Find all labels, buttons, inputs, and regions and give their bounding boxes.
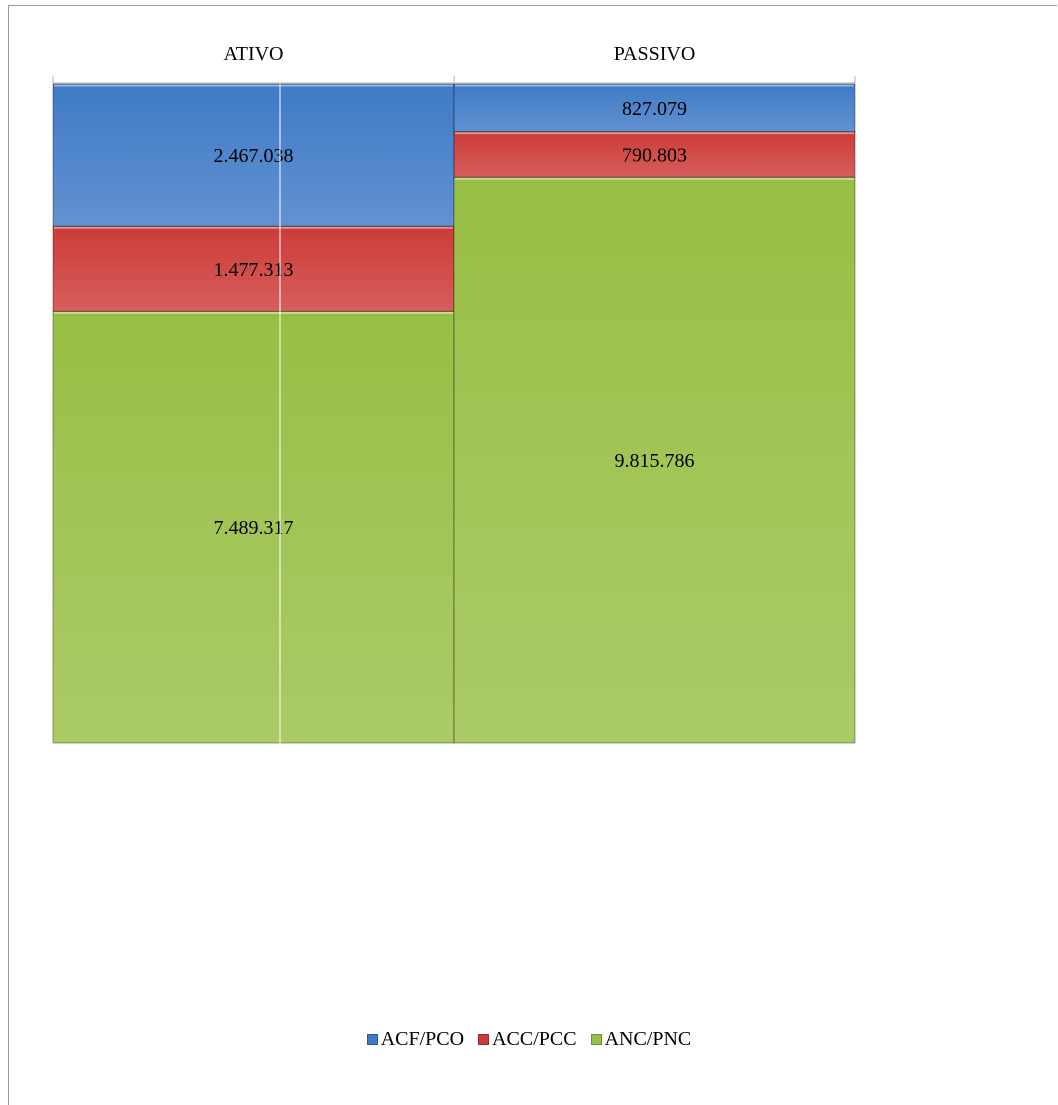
legend-label: ACF/PCO <box>380 1028 465 1050</box>
legend-swatch-blue <box>366 1034 378 1045</box>
bar-segment-ativo-anc-pnc <box>52 310 455 744</box>
legend-swatch-green <box>590 1034 602 1045</box>
bar-segment-ativo-acf-pco <box>52 83 455 227</box>
data-label-ativo-anc-pnc: 7.489.317 <box>214 517 294 539</box>
legend-item-acc-pcc: ACC/PCC <box>478 1028 577 1051</box>
legend-item-acf-pco: ACF/PCO <box>366 1028 465 1051</box>
bar-segment-passivo-acc-pcc <box>453 131 856 178</box>
stacked-bar-chart: ATIVO PASSIVO 2.467.038 827.079 1.477.31… <box>52 43 856 744</box>
category-label-passivo: PASSIVO <box>614 43 696 65</box>
category-label-ativo: ATIVO <box>224 43 284 65</box>
chart-frame <box>8 5 1057 1105</box>
data-labels-layer: 2.467.038 827.079 1.477.313 790.803 7.48… <box>214 98 695 539</box>
legend: ACF/PCO ACC/PCC ANC/PNC <box>0 1028 1058 1051</box>
bar-segment-ativo-acc-pcc <box>52 225 455 312</box>
category-axis: ATIVO PASSIVO <box>52 43 856 84</box>
data-label-passivo-acf-pco: 827.079 <box>622 98 687 120</box>
legend-label: ACC/PCC <box>492 1028 577 1050</box>
bars-layer <box>52 83 856 744</box>
data-label-passivo-acc-pcc: 790.803 <box>622 144 687 166</box>
legend-item-anc-pnc: ANC/PNC <box>590 1028 692 1051</box>
data-label-ativo-acf-pco: 2.467.038 <box>214 145 294 167</box>
bar-segment-passivo-acf-pco <box>453 83 856 133</box>
legend-label: ANC/PNC <box>604 1028 692 1050</box>
data-label-ativo-acc-pcc: 1.477.313 <box>214 259 294 281</box>
legend-swatch-red <box>478 1034 490 1045</box>
bar-segment-passivo-anc-pnc <box>453 176 856 744</box>
data-label-passivo-anc-pnc: 9.815.786 <box>615 450 695 472</box>
